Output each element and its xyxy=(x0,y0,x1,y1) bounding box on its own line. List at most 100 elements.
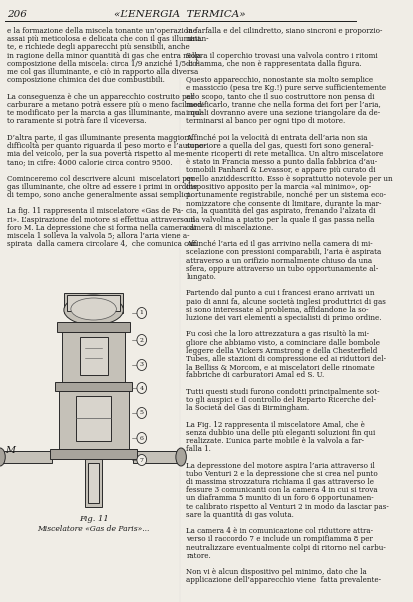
Text: la Società del Gas di Birmingham.: la Società del Gas di Birmingham. xyxy=(186,404,310,412)
Text: tano; in cifre: 4000 calorie circa contro 9500.: tano; in cifre: 4000 calorie circa contr… xyxy=(7,158,173,166)
Text: lungato.: lungato. xyxy=(186,273,216,281)
Circle shape xyxy=(137,455,147,465)
Text: 6: 6 xyxy=(140,435,144,441)
Text: te calibrato rispetto al Venturi 2 in modo da lasciar pas-: te calibrato rispetto al Venturi 2 in mo… xyxy=(186,503,389,510)
Text: di tempo, sono anche generalmente assai semplici.: di tempo, sono anche generalmente assai … xyxy=(7,191,192,199)
Text: tubo Venturi 2 e la depressione che si crea nel punto: tubo Venturi 2 e la depressione che si c… xyxy=(186,470,378,478)
Text: La Fig. 12 rappresenta il miscelatore Amal, che è: La Fig. 12 rappresenta il miscelatore Am… xyxy=(186,421,365,429)
Bar xyxy=(62,332,125,382)
Text: e la formazione della miscela tonante un’operazione: e la formazione della miscela tonante un… xyxy=(7,27,197,35)
Text: foro M. La depressione che si forma nella camera di: foro M. La depressione che si forma nell… xyxy=(7,224,196,232)
Text: allo scopo, tanto che il suo costruttore non pensa di: allo scopo, tanto che il suo costruttore… xyxy=(186,93,375,101)
Text: portunamente registrabile, nonché per un sistema eco-: portunamente registrabile, nonché per un… xyxy=(186,191,387,199)
Ellipse shape xyxy=(71,298,116,320)
Text: in ragione della minor quantità di gas che entra nella: in ragione della minor quantità di gas c… xyxy=(7,52,201,60)
Text: attraverso a un orifizio normalmente chiuso da una: attraverso a un orifizio normalmente chi… xyxy=(186,256,373,265)
Text: gliore che abbiamo visto, a cominciare dalle bombole: gliore che abbiamo visto, a cominciare d… xyxy=(186,338,380,347)
Text: Fig. 11: Fig. 11 xyxy=(79,515,109,523)
Text: paio di anni fa, alcune società inglesi produttrici di gas: paio di anni fa, alcune società inglesi … xyxy=(186,297,386,306)
Text: mia del veicolo, per la sua povertà rispetto al me-: mia del veicolo, per la sua povertà risp… xyxy=(7,150,187,158)
Text: Miscelatore «Gas de Paris»...: Miscelatore «Gas de Paris»... xyxy=(38,525,150,533)
Text: i quali dovranno avere una sezione triangolare da de-: i quali dovranno avere una sezione trian… xyxy=(186,109,380,117)
Ellipse shape xyxy=(64,295,123,325)
Text: cia, la quantità del gas aspirato, frenando l’alzata di: cia, la quantità del gas aspirato, frena… xyxy=(186,208,376,216)
Text: luzione dei vari elementi a specialisti di primo ordine.: luzione dei vari elementi a specialisti … xyxy=(186,314,382,322)
Text: to gli auspici e il controllo del Reparto Ricerche del-: to gli auspici e il controllo del Repart… xyxy=(186,396,376,404)
Text: di fiamma, che non è rappresentata dalla figura.: di fiamma, che non è rappresentata dalla… xyxy=(186,60,362,68)
Text: Sopra il coperchio trovasi una valvola contro i ritomi: Sopra il coperchio trovasi una valvola c… xyxy=(186,52,378,60)
Text: falla 1.: falla 1. xyxy=(186,445,211,453)
Text: terminarsi al banco per ogni tipo di motore.: terminarsi al banco per ogni tipo di mot… xyxy=(186,117,346,125)
Text: «L’ENERGIA  TERMICA»: «L’ENERGIA TERMICA» xyxy=(114,10,246,19)
Text: ri». L’aspirazione del motore si effettua attraverso il: ri». L’aspirazione del motore si effettu… xyxy=(7,216,195,223)
Text: La depressione del motore aspira l’aria attraverso il: La depressione del motore aspira l’aria … xyxy=(186,462,375,470)
Text: dispositivo apposito per la marcia «al minimo», op-: dispositivo apposito per la marcia «al m… xyxy=(186,183,372,191)
Bar xyxy=(76,396,111,441)
Text: Tutti questi studi furono condotti principalmente sot-: Tutti questi studi furono condotti princ… xyxy=(186,388,380,396)
Text: M: M xyxy=(5,446,16,455)
Bar xyxy=(67,295,120,311)
Text: tomobili Panhard & Levassor, e appare più curato di: tomobili Panhard & Levassor, e appare pi… xyxy=(186,166,376,175)
Text: Cominceremo col descrivere alcuni  miscelatori per: Cominceremo col descrivere alcuni miscel… xyxy=(7,175,195,182)
Bar xyxy=(80,337,108,375)
Circle shape xyxy=(137,432,147,444)
Ellipse shape xyxy=(0,448,5,466)
Text: sfera, oppure attraverso un tubo opportunamente al-: sfera, oppure attraverso un tubo opportu… xyxy=(186,265,379,273)
Text: leggere della Vickers Armstrong e della Chesterfield: leggere della Vickers Armstrong e della … xyxy=(186,347,378,355)
Text: senza dubbio una delle più eleganti soluzioni fin qui: senza dubbio una delle più eleganti solu… xyxy=(186,429,376,437)
Text: verso il raccordo 7 e include un rompifiamma 8 per: verso il raccordo 7 e include un rompifi… xyxy=(186,535,373,544)
Text: si sono interessate al problema, affidandone la so-: si sono interessate al problema, affidan… xyxy=(186,306,369,314)
Text: una valvolina a piatto per la quale il gas passa nella: una valvolina a piatto per la quale il g… xyxy=(186,216,375,223)
Text: ratore.: ratore. xyxy=(186,552,211,560)
Text: sare la quantità di gas voluta.: sare la quantità di gas voluta. xyxy=(186,511,294,519)
Ellipse shape xyxy=(176,448,186,466)
Text: 2: 2 xyxy=(140,338,144,343)
Text: 5: 5 xyxy=(140,411,144,415)
Text: Affinché l’aria ed il gas arrivino nella camera di mi-: Affinché l’aria ed il gas arrivino nella… xyxy=(186,240,373,248)
Text: neutralizzare eventualmente colpi di ritorno nel carbu-: neutralizzare eventualmente colpi di rit… xyxy=(186,544,386,551)
Text: Affinché poi la velocità di entrata dell’aria non sia: Affinché poi la velocità di entrata dell… xyxy=(186,134,368,141)
Bar xyxy=(55,382,132,391)
Text: La fig. 11 rappresenta il miscelatore «Gas de Pa-: La fig. 11 rappresenta il miscelatore «G… xyxy=(7,208,183,216)
Text: Tubes, alle stazioni di compressione ed ai riduttori del-: Tubes, alle stazioni di compressione ed … xyxy=(186,355,387,363)
Text: quello anziddescritto. Esso è soprattutto notevole per un: quello anziddescritto. Esso è soprattutt… xyxy=(186,175,393,182)
Text: applicazione dell’apparecchio viene  fatta prevalente-: applicazione dell’apparecchio viene fatt… xyxy=(186,576,381,585)
Text: Questo apparecchio, nonostante sia molto semplice: Questo apparecchio, nonostante sia molto… xyxy=(186,76,373,84)
Text: e massiccio (pesa tre Kg.!) pure serve sufficientemente: e massiccio (pesa tre Kg.!) pure serve s… xyxy=(186,84,387,92)
Bar xyxy=(133,451,181,463)
Text: la farfalla e del cilindretto, siano sincroni e proporzio-: la farfalla e del cilindretto, siano sin… xyxy=(186,27,383,35)
Text: 4: 4 xyxy=(140,385,144,391)
Text: D’altra parte, il gas illuminante presenta maggiori: D’altra parte, il gas illuminante presen… xyxy=(7,134,190,141)
Bar xyxy=(85,459,102,507)
Text: difficoltà per quanto riguarda il peso morto e l’autono-: difficoltà per quanto riguarda il peso m… xyxy=(7,142,206,150)
Bar xyxy=(59,391,128,449)
Text: Fu così che la loro attrezzatura a gas risultò la mi-: Fu così che la loro attrezzatura a gas r… xyxy=(186,330,369,338)
Text: realizzate. L’unica parte mobile è la valvola a far-: realizzate. L’unica parte mobile è la va… xyxy=(186,437,364,445)
Bar xyxy=(64,293,123,313)
Text: carburare a metano potrà essere più o meno facilmen-: carburare a metano potrà essere più o me… xyxy=(7,101,205,109)
Text: composizione della miscela: circa 1/9 anziché 1/5 co-: composizione della miscela: circa 1/9 an… xyxy=(7,60,199,68)
Text: Non vi è alcun dispositivo pel minimo, dato che la: Non vi è alcun dispositivo pel minimo, d… xyxy=(186,568,367,576)
Text: Partendo dal punto a cui i francesi erano arrivati un: Partendo dal punto a cui i francesi eran… xyxy=(186,290,375,297)
Text: camera di miscelazione.: camera di miscelazione. xyxy=(186,224,274,232)
Text: 3: 3 xyxy=(140,362,144,367)
Text: te modificato per la marcia a gas illuminante, ma mol-: te modificato per la marcia a gas illumi… xyxy=(7,109,204,117)
Circle shape xyxy=(137,335,147,346)
Text: la Belliss & Morcom, e ai miscelatori delle rinomate: la Belliss & Morcom, e ai miscelatori de… xyxy=(186,363,375,371)
Text: 1: 1 xyxy=(140,311,144,315)
Circle shape xyxy=(137,382,147,394)
Text: to raramente si potrà fare il viceversa.: to raramente si potrà fare il viceversa. xyxy=(7,117,147,125)
Bar xyxy=(50,449,138,459)
Text: 7: 7 xyxy=(140,458,144,462)
Text: 206: 206 xyxy=(7,10,27,19)
Text: di massima strozzatura richiama il gas attraverso le: di massima strozzatura richiama il gas a… xyxy=(186,478,374,486)
Text: scelazione con pressioni comparabili, l’aria è aspirata: scelazione con pressioni comparabili, l’… xyxy=(186,249,382,256)
Text: un diaframma 5 munito di un foro 6 opportunamen-: un diaframma 5 munito di un foro 6 oppor… xyxy=(186,494,374,503)
Text: fabbriche di carburatori Amal ed S. U.: fabbriche di carburatori Amal ed S. U. xyxy=(186,371,325,379)
Text: gas illuminante, che oltre ad essere i primi in ordine: gas illuminante, che oltre ad essere i p… xyxy=(7,183,197,191)
Text: composizione chimica dei due combustibili.: composizione chimica dei due combustibil… xyxy=(7,76,165,84)
Text: La camera 4 è in comunicazione col riduttore attra-: La camera 4 è in comunicazione col ridut… xyxy=(186,527,373,535)
Text: mente ricoperti di rete metallica. Un altro miscelatore: mente ricoperti di rete metallica. Un al… xyxy=(186,150,384,158)
Text: te, e richiede degli apparecchi più sensibili, anche: te, e richiede degli apparecchi più sens… xyxy=(7,43,190,51)
Text: assai più meticolosa e delicata che con il gas illuminan-: assai più meticolosa e delicata che con … xyxy=(7,35,209,43)
